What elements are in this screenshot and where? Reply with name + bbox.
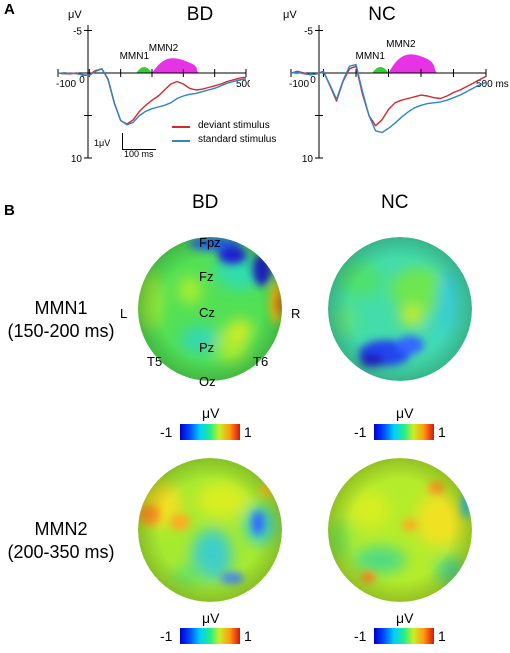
series-line-standard-nc [290, 63, 487, 134]
scale-bar-horizontal [122, 149, 156, 150]
colorbar-bd-mmn2 [180, 628, 240, 644]
erp-title-bd: BD [187, 4, 213, 25]
annotation-mmn1-bd: MMN1 [120, 51, 150, 62]
row-label-mmn2-name: MMN2 [34, 519, 88, 539]
y-tick-label-bd: -5 [73, 27, 82, 38]
colorbar-max-bd-mmn2: 1 [244, 628, 252, 644]
series-line-standard-bd [57, 68, 247, 126]
column-title-bd: BD [192, 192, 219, 213]
colorbar-min-nc-mmn1: -1 [354, 424, 367, 440]
topomap-nc-mmn2 [328, 458, 472, 602]
row-label-mmn2: MMN2 (200-350 ms) [2, 518, 120, 563]
colorbar-nc-mmn1 [374, 424, 434, 440]
electrode-t5: T5 [147, 354, 163, 369]
nc-y-unit: μV [283, 9, 297, 21]
mmn2-area-nc [388, 54, 438, 73]
scale-bar-amplitude: 1μV [94, 138, 111, 148]
colorbar-unit-bd-mmn2: μV [202, 610, 220, 626]
colorbar-min-bd-mmn1: -1 [160, 424, 173, 440]
annotation-mmn1-nc: MMN1 [356, 51, 386, 62]
y-tick-label-bd: 10 [71, 154, 83, 165]
colorbar-max-nc-mmn2: 1 [438, 628, 446, 644]
electrode-fz: Fz [199, 269, 214, 284]
annotation-mmn2-nc: MMN2 [386, 39, 416, 50]
row-label-mmn1: MMN1 (150-200 ms) [2, 297, 120, 342]
annotation-mmn2-bd: MMN2 [149, 43, 179, 54]
row-label-mmn1-window: (150-200 ms) [7, 320, 115, 341]
series-line-deviant-nc [290, 65, 487, 127]
x-tick-label-bd: 500 ms [236, 79, 250, 90]
scale-bar: 1μV 100 ms [94, 131, 174, 159]
electrode-t6: T6 [253, 354, 269, 369]
colorbar-unit-bd-mmn1: μV [202, 405, 220, 421]
scale-bar-time: 100 ms [124, 149, 154, 159]
x-tick-label-nc: -100 [289, 79, 309, 90]
colorbar-min-bd-mmn2: -1 [160, 628, 173, 644]
bd-y-unit: μV [68, 9, 82, 21]
electrode-pz: Pz [199, 340, 215, 355]
legend-standard-label: standard stimulus [198, 134, 277, 145]
x-tick-label-bd: 0 [79, 75, 85, 86]
colorbar-min-nc-mmn2: -1 [354, 628, 367, 644]
y-tick-label-nc: 10 [302, 154, 314, 165]
scale-bar-vertical [122, 133, 123, 149]
colorbar-max-nc-mmn1: 1 [438, 424, 446, 440]
row-label-mmn1-name: MMN1 [34, 298, 88, 318]
x-tick-label-bd: -100 [56, 79, 76, 90]
x-tick-label-nc: 500 ms [476, 79, 509, 90]
colorbar-nc-mmn2 [374, 628, 434, 644]
electrode-oz: Oz [199, 374, 216, 389]
colorbar-unit-nc-mmn1: μV [396, 405, 414, 421]
legend-standard-swatch [172, 140, 190, 142]
electrode-fpz: Fpz [199, 235, 221, 250]
electrode-left-side: L [120, 306, 128, 321]
mmn2-area-bd [152, 58, 199, 73]
electrode-cz: Cz [199, 305, 215, 320]
x-tick-label-nc: 0 [310, 75, 316, 86]
column-title-nc: NC [381, 192, 409, 213]
colorbar-max-bd-mmn1: 1 [244, 424, 252, 440]
row-label-mmn2-window: (200-350 ms) [7, 541, 115, 562]
y-tick-label-nc: -5 [304, 27, 313, 38]
mmn1-area-bd [136, 67, 152, 73]
mmn1-area-nc [372, 67, 389, 73]
topomap-nc-mmn1 [328, 237, 472, 381]
erp-legend: deviant stimulus standard stimulus [172, 121, 292, 151]
colorbar-bd-mmn1 [180, 424, 240, 440]
topomap-bd-mmn2 [138, 458, 282, 602]
panel-b-letter: B [4, 202, 15, 219]
colorbar-unit-nc-mmn2: μV [396, 610, 414, 626]
electrode-right-side: R [291, 306, 301, 321]
legend-deviant-swatch [172, 126, 190, 128]
legend-deviant-label: deviant stimulus [198, 120, 270, 131]
erp-title-nc: NC [368, 4, 395, 25]
panel-a-letter: A [4, 1, 15, 18]
